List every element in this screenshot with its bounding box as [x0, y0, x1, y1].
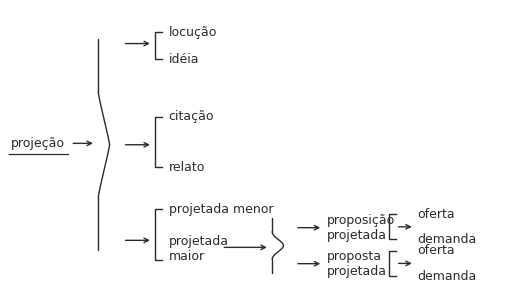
Text: oferta: oferta — [417, 244, 455, 257]
Text: demanda: demanda — [417, 233, 476, 246]
Text: demanda: demanda — [417, 269, 476, 282]
Text: proposta
projetada: proposta projetada — [327, 250, 387, 278]
Text: idéia: idéia — [169, 53, 199, 65]
Text: projeção: projeção — [11, 137, 65, 150]
Text: projetada
maior: projetada maior — [169, 235, 229, 263]
Text: citação: citação — [169, 110, 214, 123]
Text: relato: relato — [169, 161, 205, 174]
Text: locução: locução — [169, 26, 217, 39]
Text: projetada menor: projetada menor — [169, 203, 273, 216]
Text: oferta: oferta — [417, 208, 455, 221]
Text: proposição
projetada: proposição projetada — [327, 214, 395, 242]
